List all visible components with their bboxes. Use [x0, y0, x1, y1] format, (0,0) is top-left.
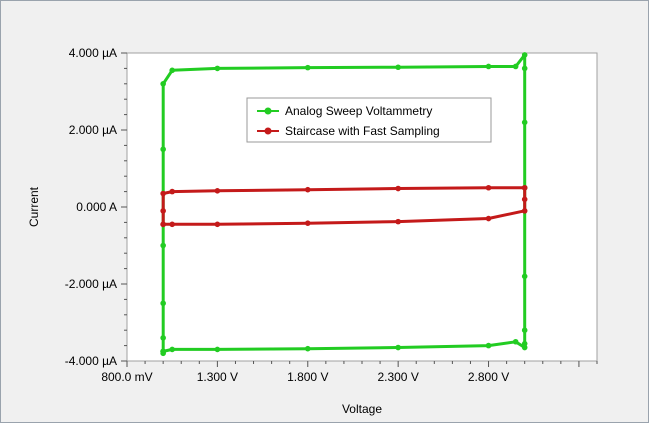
data-point — [521, 119, 528, 126]
data-point — [485, 184, 492, 191]
data-point — [521, 65, 528, 72]
data-point — [160, 146, 166, 153]
data-point — [160, 208, 166, 214]
data-point — [512, 338, 519, 345]
data-point — [485, 63, 492, 70]
data-point — [160, 300, 166, 307]
x-axis-title: Voltage — [342, 402, 382, 416]
y-tick-label: -4.000 µA — [65, 354, 117, 368]
x-tick-label: 2.300 V — [377, 370, 418, 384]
data-point — [521, 208, 528, 214]
series-layer — [160, 52, 528, 357]
data-point — [395, 344, 401, 351]
data-point — [304, 345, 311, 352]
data-point — [304, 64, 311, 71]
y-tick-label: -2.000 µA — [65, 277, 117, 291]
x-tick-label: 1.800 V — [287, 370, 328, 384]
data-point — [169, 221, 175, 228]
y-tick-label: 0.000 A — [76, 200, 117, 214]
x-tick-label: 1.300 V — [197, 370, 238, 384]
x-tick-label: 2.800 V — [468, 370, 509, 384]
data-point — [395, 185, 401, 192]
data-point — [214, 65, 221, 72]
data-point — [304, 186, 311, 193]
data-point — [521, 52, 528, 58]
data-point — [160, 348, 166, 355]
data-point — [169, 67, 175, 74]
legend-marker-staircase — [264, 127, 272, 135]
y-tick-label: 2.000 µA — [69, 123, 117, 137]
legend-label-analog: Analog Sweep Voltammetry — [285, 104, 432, 118]
x-axis: 800.0 mV 1.300 V 1.800 V 2.300 V 2.800 V — [101, 361, 598, 384]
data-point — [160, 335, 166, 341]
data-point — [160, 190, 166, 197]
y-tick-label: 4.000 µA — [69, 46, 117, 60]
x-tick-label: 800.0 mV — [101, 370, 152, 384]
data-point — [485, 215, 492, 222]
data-point — [304, 220, 311, 226]
legend-label-staircase: Staircase with Fast Sampling — [285, 124, 440, 138]
data-point — [395, 218, 401, 225]
legend-box — [246, 97, 492, 143]
legend-marker-analog — [264, 107, 272, 115]
data-point — [214, 221, 221, 228]
data-point — [521, 327, 528, 334]
data-point — [214, 188, 221, 194]
data-point — [521, 184, 528, 191]
data-point — [521, 273, 528, 280]
data-point — [169, 188, 175, 195]
legend: Analog Sweep Voltammetry Staircase with … — [246, 97, 492, 143]
data-point — [160, 81, 166, 87]
data-point — [395, 64, 401, 71]
data-point — [521, 344, 528, 351]
y-axis-title: Current — [27, 186, 41, 227]
data-point — [160, 242, 166, 249]
data-point — [485, 342, 492, 349]
y-axis: 4.000 µA 2.000 µA 0.000 A -2.000 µA -4.000 µ… — [65, 46, 127, 368]
data-point — [214, 346, 221, 353]
data-point — [521, 340, 528, 347]
data-point — [521, 196, 528, 203]
data-point — [160, 221, 166, 228]
data-point — [169, 346, 175, 353]
data-point — [512, 63, 519, 70]
